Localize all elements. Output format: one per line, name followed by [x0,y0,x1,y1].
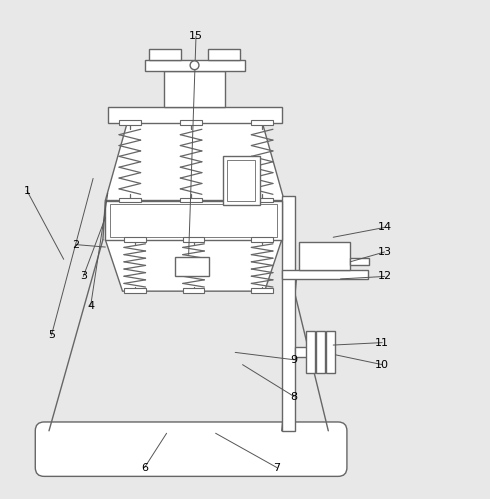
Bar [124,288,146,293]
Text: 3: 3 [80,271,87,281]
Text: 6: 6 [141,463,148,473]
Text: 5: 5 [48,330,55,340]
Bar [149,49,181,60]
Text: 15: 15 [189,31,203,41]
Bar [124,237,146,242]
Bar [119,120,141,125]
Text: 9: 9 [291,355,297,365]
Bar [316,331,325,373]
Bar [183,288,204,293]
Bar [282,270,368,279]
Bar [108,107,282,123]
Bar [251,237,273,242]
Bar [295,346,332,357]
Bar [251,120,273,125]
Text: 7: 7 [273,463,280,473]
Text: 4: 4 [87,301,94,311]
Bar [251,288,273,293]
Polygon shape [105,122,284,201]
Text: 13: 13 [378,247,392,257]
Circle shape [190,61,199,70]
Text: 10: 10 [375,360,389,370]
Bar [119,198,141,203]
Polygon shape [105,240,282,291]
Bar [282,196,295,431]
Bar [251,198,273,203]
Text: 2: 2 [73,240,79,250]
FancyBboxPatch shape [35,422,347,477]
Bar [183,237,204,242]
Bar [180,198,202,203]
Text: 1: 1 [24,186,30,196]
Text: 14: 14 [378,223,392,233]
Text: 11: 11 [375,338,389,348]
Bar [164,71,225,107]
Bar [326,331,335,373]
Bar [227,160,255,202]
Bar [223,156,260,206]
Bar [350,258,369,264]
Bar [208,49,240,60]
Bar [110,204,277,237]
Bar [175,257,209,276]
Bar [306,331,315,373]
Bar [299,242,350,270]
Bar [180,120,202,125]
Bar [145,60,245,71]
Text: 12: 12 [378,271,392,281]
Bar [105,201,282,240]
Text: 8: 8 [291,392,297,402]
